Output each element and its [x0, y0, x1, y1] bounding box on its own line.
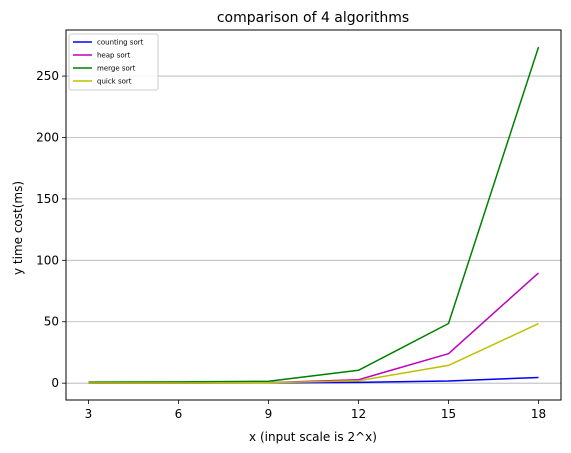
y-axis-label: y time cost(ms) — [11, 181, 25, 275]
grid-lines — [66, 75, 561, 384]
legend-items: counting sort heap sort merge sort quick so… — [73, 39, 144, 86]
y-tick-label-5: 250 — [36, 69, 59, 83]
x-tick-label-4: 15 — [441, 407, 456, 421]
x-tick-label-0: 3 — [85, 407, 93, 421]
series-line-heap-sort — [88, 272, 540, 384]
y-tick-label-3: 150 — [36, 192, 59, 206]
series-lines — [88, 46, 540, 384]
series-line-merge-sort — [88, 46, 540, 383]
plot-area-frame — [65, 29, 562, 401]
series-line-quick-sort — [88, 322, 539, 384]
legend-box — [68, 33, 159, 91]
x-tick-label-3: 12 — [351, 407, 366, 421]
legend: counting sort heap sort merge sort quick so… — [68, 33, 159, 91]
legend-label-quick-sort: quick sort — [97, 78, 132, 86]
x-axis-label: x (input scale is 2^x) — [249, 430, 377, 444]
legend-label-heap-sort: heap sort — [97, 52, 131, 60]
x-tick-label-5: 18 — [531, 407, 546, 421]
legend-label-counting-sort: counting sort — [97, 39, 144, 47]
chart-title: comparison of 4 algorithms — [217, 10, 409, 26]
legend-label-merge-sort: merge sort — [97, 65, 136, 73]
y-tick-label-4: 200 — [36, 130, 59, 144]
y-axis-ticks: 0 50 100 150 200 250 — [36, 69, 66, 390]
x-tick-label-1: 6 — [175, 407, 183, 421]
y-tick-label-0: 0 — [51, 376, 59, 390]
x-tick-label-2: 9 — [265, 407, 273, 421]
y-tick-label-2: 100 — [36, 253, 59, 267]
x-axis-ticks: 3 6 9 12 15 18 — [85, 400, 546, 421]
y-tick-label-1: 50 — [44, 315, 59, 329]
